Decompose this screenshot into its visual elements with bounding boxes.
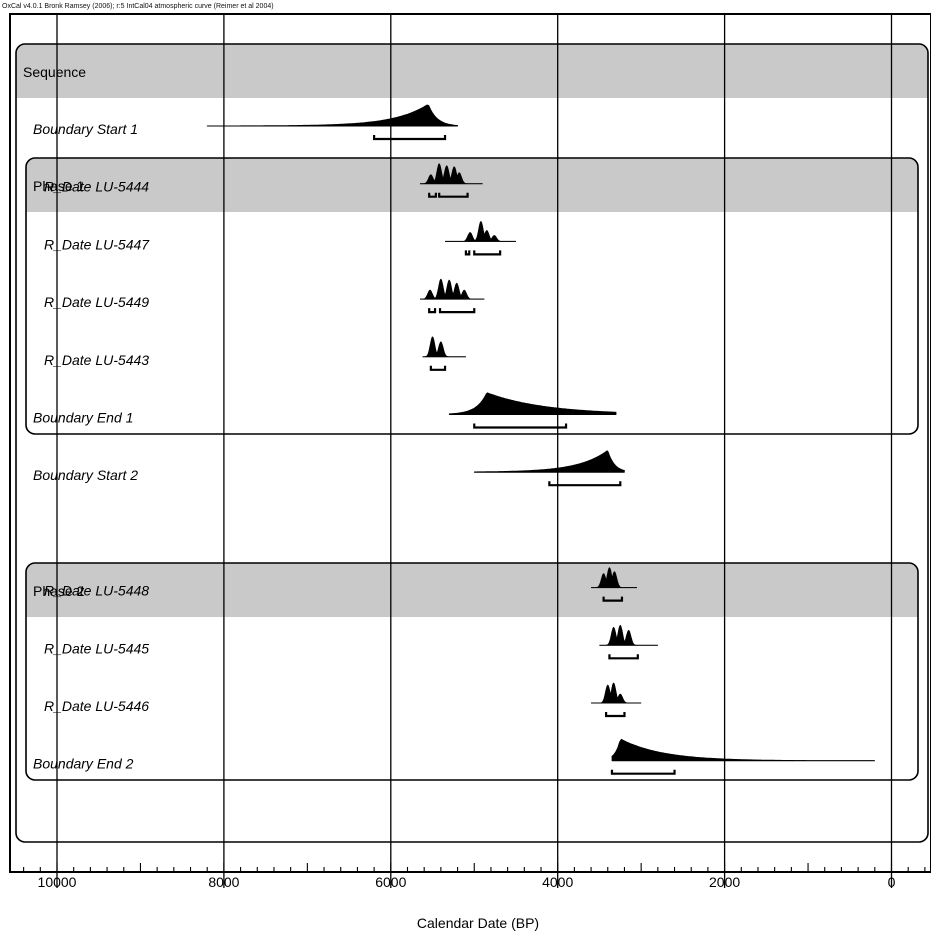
grid-layer xyxy=(9,13,931,873)
group-label: Sequence xyxy=(23,64,86,80)
group-header-band xyxy=(26,563,918,617)
distribution-shape xyxy=(473,450,625,473)
range-bracket xyxy=(438,192,469,198)
distribution-shape xyxy=(611,738,875,761)
distribution xyxy=(420,163,483,198)
x-tick-label: 10000 xyxy=(38,874,77,890)
distribution-shape xyxy=(448,392,617,415)
item-label: R_Date LU-5446 xyxy=(44,698,149,714)
distribution xyxy=(591,567,637,602)
range-bracket xyxy=(608,654,639,660)
item-label: Boundary Start 2 xyxy=(33,467,138,483)
item-label: Boundary End 1 xyxy=(33,410,133,426)
group-boxes-layer: Sequence Phase 1 Phase 2 xyxy=(15,43,929,843)
range-bracket xyxy=(373,135,447,141)
distribution xyxy=(420,278,485,314)
distribution xyxy=(610,738,875,775)
distribution-shape xyxy=(445,221,516,242)
distribution-shape xyxy=(420,163,483,184)
x-tick-label: 2000 xyxy=(709,874,740,890)
distribution-shape xyxy=(420,278,485,300)
distribution-shape xyxy=(591,567,637,588)
distribution xyxy=(206,104,458,141)
range-bracket xyxy=(548,481,622,487)
items-layer: Boundary Start 1 R_Date LU-5444 R_Date LU-… xyxy=(33,104,875,775)
item-label: R_Date LU-5447 xyxy=(44,236,150,252)
range-bracket xyxy=(428,308,437,314)
x-tick-label: 0 xyxy=(888,874,896,890)
range-bracket xyxy=(464,250,471,256)
range-bracket xyxy=(602,596,624,602)
range-bracket xyxy=(429,365,447,371)
item-label: R_Date LU-5448 xyxy=(44,583,149,599)
distribution xyxy=(473,450,625,487)
distribution-shape xyxy=(591,682,642,704)
item-label: R_Date LU-5444 xyxy=(44,179,149,195)
item-label: Boundary Start 1 xyxy=(33,121,138,137)
range-bracket xyxy=(428,192,437,198)
range-bracket xyxy=(610,769,676,775)
distribution xyxy=(445,221,516,256)
item-label: R_Date LU-5445 xyxy=(44,640,149,656)
group-header-band xyxy=(16,44,928,98)
x-tick-label: 6000 xyxy=(375,874,406,890)
distribution xyxy=(591,682,642,718)
distribution-shape xyxy=(599,624,658,646)
distribution xyxy=(422,336,466,371)
item-label: R_Date LU-5443 xyxy=(44,352,149,368)
group-label: Phase 1 xyxy=(33,178,85,194)
group-label: Phase 2 xyxy=(33,583,85,599)
item-label: Boundary End 2 xyxy=(33,756,134,772)
distribution xyxy=(448,392,617,429)
distribution-shape xyxy=(422,336,466,358)
item-label: R_Date LU-5449 xyxy=(44,294,149,310)
plot-frame xyxy=(9,13,931,873)
x-tick-label: 4000 xyxy=(542,874,573,890)
range-bracket xyxy=(473,423,568,429)
distribution-shape xyxy=(206,104,458,127)
distribution xyxy=(599,624,658,660)
group-box xyxy=(15,43,929,843)
x-axis-title: Calendar Date (BP) xyxy=(417,915,539,931)
range-bracket xyxy=(605,712,626,718)
group-box xyxy=(25,157,919,435)
credit-text: OxCal v4.0.1 Bronk Ramsey (2006); r:5 In… xyxy=(2,3,274,10)
axis-layer: 10000 8000 6000 4000 2000 0 xyxy=(10,14,931,890)
range-bracket xyxy=(438,308,476,314)
x-tick-label: 8000 xyxy=(208,874,239,890)
range-bracket xyxy=(473,250,502,256)
group-box xyxy=(25,562,919,781)
group-header-band xyxy=(26,158,918,212)
